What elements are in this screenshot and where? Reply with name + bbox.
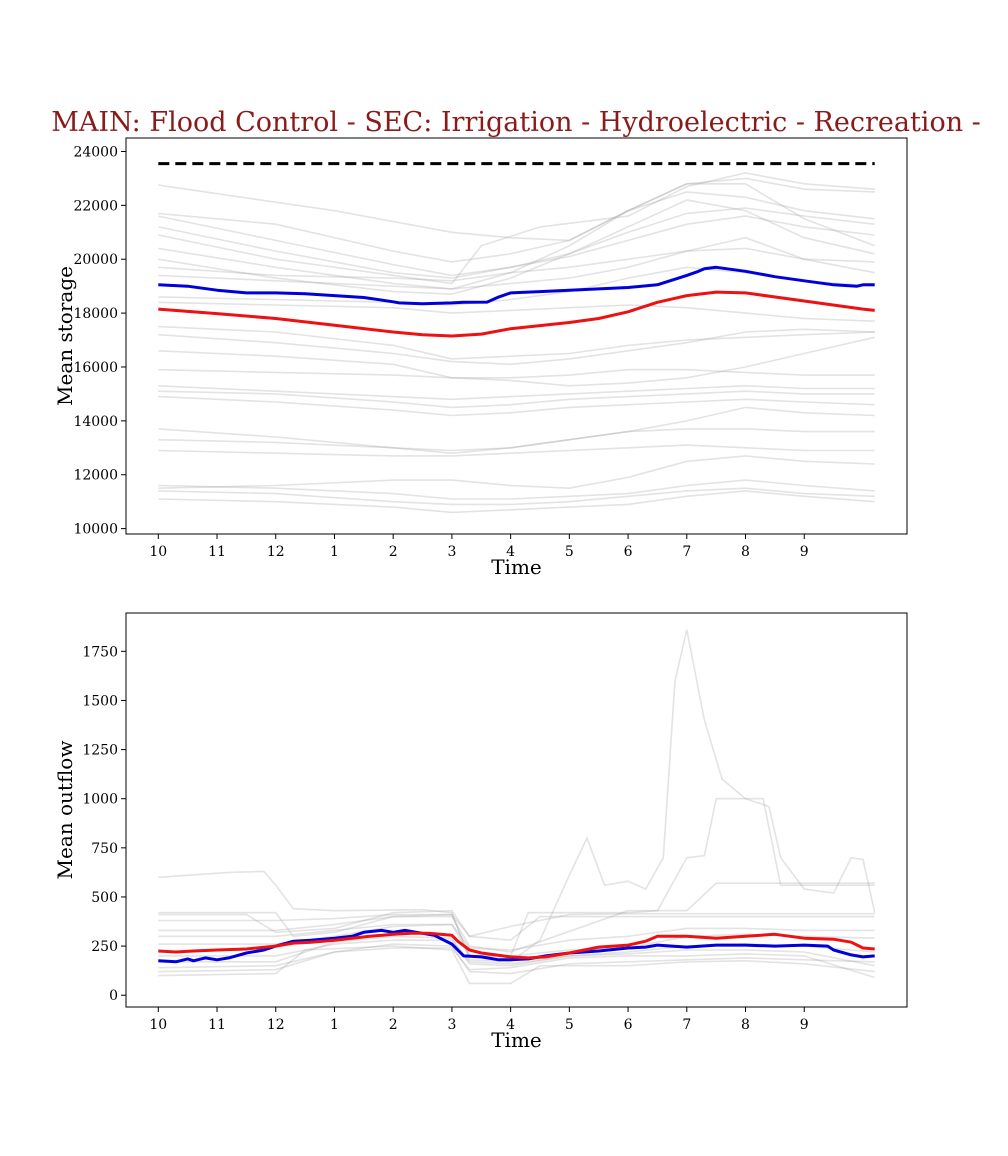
storage-ensemble-line-10 [158, 301, 875, 322]
storage-axes-frame [125, 137, 908, 535]
chart-title: MAIN: Flood Control - SEC: Irrigation - … [51, 107, 981, 138]
outflow-x-tick-label-10: 8 [741, 1017, 750, 1033]
storage-ensemble-line-18 [158, 406, 875, 455]
storage-ensemble-line-8 [158, 236, 875, 290]
storage-ensemble-line-24 [158, 455, 875, 490]
storage-ensemble-line-5 [158, 183, 875, 290]
outflow-x-tick-label-0: 10 [149, 1017, 167, 1033]
storage-ensemble-line-13 [158, 336, 875, 387]
outflow-series-line-1 [158, 931, 875, 960]
outflow-x-tick-label-9: 7 [682, 1017, 691, 1033]
storage-ensemble-line-11 [158, 325, 875, 360]
storage-x-tick-label-3: 1 [330, 544, 339, 560]
outflow-x-axis-label: Time [491, 1028, 542, 1052]
outflow-y-tick-label-5: 1250 [82, 743, 118, 759]
outflow-y-axis-label: Mean outflow [53, 741, 77, 880]
storage-ensemble-line-23 [158, 490, 875, 514]
storage-x-tick-label-9: 7 [682, 544, 691, 560]
storage-series-line-1 [158, 290, 875, 338]
outflow-ensemble-line-8 [158, 947, 875, 979]
outflow-x-tick-label-8: 6 [624, 1017, 633, 1033]
storage-ensemble-line-7 [158, 247, 875, 282]
storage-x-tick-label-8: 6 [624, 544, 633, 560]
outflow-series-line-0 [158, 928, 875, 964]
outflow-ensemble-line-2 [158, 882, 875, 953]
outflow-x-tick-label-7: 5 [565, 1017, 574, 1033]
outflow-ensemble-line-1 [158, 797, 875, 957]
outflow-x-tick-label-4: 2 [389, 1017, 398, 1033]
storage-y-tick-label-1: 12000 [73, 468, 118, 484]
storage-ensemble-line-16 [158, 390, 875, 409]
storage-x-tick-label-5: 3 [447, 544, 456, 560]
outflow-x-tick-label-5: 3 [447, 1017, 456, 1033]
storage-ensemble-line-1 [158, 191, 875, 263]
outflow-x-tick-label-3: 1 [330, 1017, 339, 1033]
storage-ensemble-line-21 [158, 479, 875, 500]
outflow-ensemble-line-5 [158, 945, 875, 985]
storage-y-tick-label-0: 10000 [73, 522, 118, 538]
storage-x-tick-label-6: 4 [506, 544, 515, 560]
outflow-ensemble-line-9 [158, 923, 875, 951]
storage-ensemble-line-22 [158, 487, 875, 506]
outflow-x-tick-label-2: 12 [267, 1017, 285, 1033]
storage-x-tick-label-0: 10 [149, 544, 167, 560]
storage-y-tick-label-3: 16000 [73, 360, 118, 376]
storage-panel: 10 11 12 1 2 3 4 5 6 7 8 91000012000140001600018000… [53, 137, 908, 579]
outflow-ensemble-line-4 [158, 943, 875, 975]
outflow-y-tick-label-2: 500 [91, 890, 118, 906]
storage-y-tick-label-6: 22000 [73, 198, 118, 214]
storage-ensemble-line-4 [158, 172, 875, 285]
outflow-ensemble-line-11 [158, 909, 875, 938]
outflow-y-tick-label-3: 750 [91, 841, 118, 857]
storage-y-tick-label-2: 14000 [73, 414, 118, 430]
storage-x-tick-label-7: 5 [565, 544, 574, 560]
outflow-plot-area [158, 629, 876, 985]
outflow-y-tick-label-1: 250 [91, 939, 118, 955]
storage-x-tick-label-2: 12 [267, 544, 285, 560]
storage-ensemble-line-15 [158, 384, 875, 401]
outflow-x-tick-label-1: 11 [208, 1017, 226, 1033]
outflow-y-tick-label-7: 1750 [82, 644, 118, 660]
outflow-ensemble-line-0 [158, 629, 876, 963]
storage-y-tick-label-4: 18000 [73, 306, 118, 322]
storage-y-axis-label: Mean storage [53, 266, 77, 406]
outflow-y-tick-label-6: 1500 [82, 693, 118, 709]
storage-x-tick-label-10: 8 [741, 544, 750, 560]
outflow-x-tick-label-6: 4 [506, 1017, 515, 1033]
storage-x-axis-label: Time [491, 555, 542, 579]
storage-x-tick-label-11: 9 [800, 544, 809, 560]
storage-ensemble-line-19 [158, 428, 875, 452]
storage-y-tick-label-5: 20000 [73, 252, 118, 268]
storage-ensemble-line-6 [158, 199, 875, 296]
outflow-ensemble-line-6 [158, 913, 875, 942]
outflow-y-tick-label-4: 1000 [82, 792, 118, 808]
storage-ensemble-line-0 [158, 177, 875, 242]
storage-x-tick-label-4: 2 [389, 544, 398, 560]
storage-plot-area [158, 162, 875, 514]
storage-ensemble-line-20 [158, 444, 875, 457]
outflow-x-tick-label-11: 9 [800, 1017, 809, 1033]
storage-series-line-0 [158, 265, 875, 306]
outflow-y-tick-label-0: 0 [109, 988, 118, 1004]
storage-y-tick-label-7: 24000 [73, 144, 118, 160]
outflow-panel: 10 11 12 1 2 3 4 5 6 7 8 90250500750100012501500175… [53, 612, 908, 1052]
outflow-axes-frame [125, 612, 908, 1008]
outflow-ensemble-line-10 [158, 935, 875, 967]
storage-ensemble-line-14 [158, 368, 875, 379]
storage-ensemble-line-12 [158, 328, 875, 366]
storage-ensemble-line-17 [158, 395, 875, 417]
storage-x-tick-label-1: 11 [208, 544, 226, 560]
storage-ensemble-line-2 [158, 207, 875, 277]
storage-ensemble-line-3 [158, 215, 875, 279]
